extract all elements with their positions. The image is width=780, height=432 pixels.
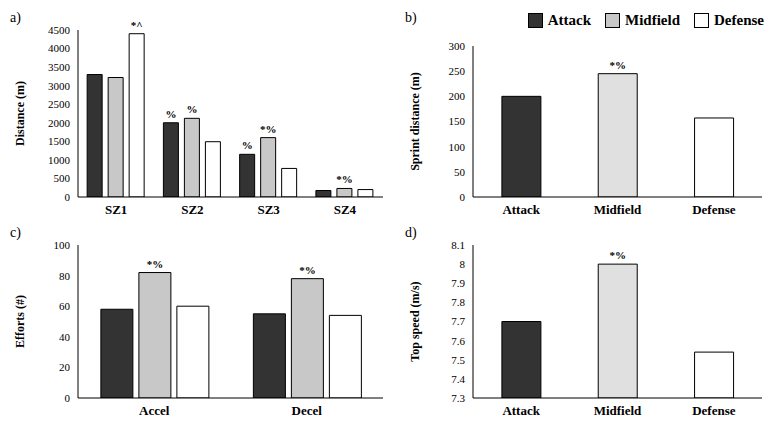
svg-text:1000: 1000 bbox=[48, 154, 71, 166]
svg-text:100: 100 bbox=[54, 239, 71, 251]
html-text:a): a) bbox=[10, 10, 21, 25]
svg-text:7.3: 7.3 bbox=[451, 392, 465, 404]
svg-text:Defense: Defense bbox=[692, 403, 736, 418]
svg-text:7.4: 7.4 bbox=[451, 373, 465, 385]
svg-text:Midfield: Midfield bbox=[594, 202, 642, 217]
svg-text:8.1: 8.1 bbox=[451, 239, 465, 251]
svg-text:300: 300 bbox=[449, 40, 466, 52]
svg-text:3500: 3500 bbox=[48, 61, 71, 73]
svg-text:1500: 1500 bbox=[48, 135, 71, 147]
svg-text:4500: 4500 bbox=[48, 24, 71, 36]
svg-text:40: 40 bbox=[59, 331, 71, 343]
svg-text:7.8: 7.8 bbox=[451, 296, 465, 308]
svg-text:*%: *% bbox=[299, 264, 316, 276]
svg-text:50: 50 bbox=[454, 166, 466, 178]
svg-text:Top speed (m/s): Top speed (m/s) bbox=[408, 281, 422, 361]
svg-text:0: 0 bbox=[65, 191, 71, 203]
svg-text:*%: *% bbox=[609, 249, 626, 261]
svg-text:7.6: 7.6 bbox=[451, 335, 465, 347]
svg-text:2500: 2500 bbox=[48, 98, 71, 110]
svg-text:Decel: Decel bbox=[292, 403, 323, 418]
svg-text:Midfield: Midfield bbox=[594, 403, 642, 418]
svg-text:Defense: Defense bbox=[692, 202, 736, 217]
svg-text:8: 8 bbox=[460, 258, 466, 270]
html-text:d): d) bbox=[405, 225, 417, 240]
svg-text:80: 80 bbox=[59, 270, 71, 282]
svg-text:20: 20 bbox=[59, 361, 71, 373]
svg-text:Efforts (#): Efforts (#) bbox=[13, 295, 27, 348]
svg-text:7.9: 7.9 bbox=[451, 277, 465, 289]
svg-text:SZ4: SZ4 bbox=[334, 202, 357, 217]
svg-text:200: 200 bbox=[449, 90, 466, 102]
svg-text:7.5: 7.5 bbox=[451, 354, 465, 366]
svg-text:4000: 4000 bbox=[48, 42, 71, 54]
svg-text:SZ3: SZ3 bbox=[257, 202, 280, 217]
html-text:Defense: Defense bbox=[714, 12, 764, 28]
svg-text:*%: *% bbox=[260, 123, 277, 135]
svg-text:Distance (m): Distance (m) bbox=[13, 81, 27, 146]
svg-text:60: 60 bbox=[59, 300, 71, 312]
svg-text:%: % bbox=[242, 139, 253, 151]
svg-text:100: 100 bbox=[449, 141, 466, 153]
svg-text:Accel: Accel bbox=[139, 403, 170, 418]
html-text:b): b) bbox=[405, 10, 417, 25]
svg-text:*%: *% bbox=[147, 258, 164, 270]
svg-text:SZ1: SZ1 bbox=[105, 202, 127, 217]
html-text:Attack: Attack bbox=[547, 12, 591, 28]
svg-text:SZ2: SZ2 bbox=[181, 202, 203, 217]
svg-text:3000: 3000 bbox=[48, 80, 71, 92]
svg-text:*%: *% bbox=[336, 173, 353, 185]
svg-text:*^: *^ bbox=[131, 19, 143, 31]
svg-text:500: 500 bbox=[54, 172, 71, 184]
svg-text:250: 250 bbox=[449, 65, 466, 77]
svg-text:7.7: 7.7 bbox=[451, 315, 465, 327]
svg-text:Attack: Attack bbox=[502, 202, 540, 217]
svg-text:%: % bbox=[186, 103, 197, 115]
svg-text:150: 150 bbox=[449, 115, 466, 127]
html-text:Midfield: Midfield bbox=[625, 12, 680, 28]
svg-text:0: 0 bbox=[460, 191, 466, 203]
svg-text:0: 0 bbox=[65, 392, 71, 404]
svg-text:Sprint distance (m): Sprint distance (m) bbox=[408, 72, 422, 171]
svg-text:*%: *% bbox=[609, 59, 626, 71]
svg-text:2000: 2000 bbox=[48, 117, 71, 129]
svg-text:Attack: Attack bbox=[502, 403, 540, 418]
html-text:c): c) bbox=[10, 225, 21, 240]
svg-text:%: % bbox=[165, 108, 176, 120]
